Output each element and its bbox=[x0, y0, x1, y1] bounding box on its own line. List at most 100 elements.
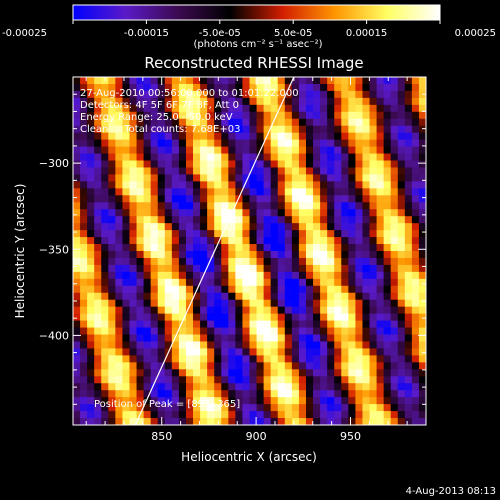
heatmap-cell bbox=[214, 181, 222, 189]
heatmap-cell bbox=[263, 313, 272, 322]
heatmap-cell bbox=[291, 139, 300, 148]
heatmap-cell bbox=[362, 167, 371, 176]
heatmap-cell bbox=[157, 216, 166, 224]
heatmap-cell bbox=[136, 397, 145, 405]
heatmap-cell bbox=[263, 257, 272, 266]
heatmap-cell bbox=[207, 174, 215, 182]
heatmap-cell bbox=[390, 244, 399, 252]
heatmap-cell bbox=[136, 244, 145, 252]
heatmap-cell bbox=[157, 278, 166, 287]
heatmap-cell bbox=[313, 125, 321, 134]
heatmap-cell bbox=[80, 278, 88, 287]
heatmap-cell bbox=[376, 97, 385, 106]
heatmap-cell bbox=[214, 153, 222, 162]
heatmap-cell bbox=[178, 355, 187, 363]
heatmap-cell bbox=[242, 111, 251, 120]
heatmap-cell bbox=[73, 118, 81, 127]
heatmap-cell bbox=[327, 397, 335, 405]
heatmap-cell bbox=[185, 362, 194, 370]
heatmap-cell bbox=[284, 104, 293, 113]
heatmap-cell bbox=[150, 139, 159, 148]
heatmap-cell bbox=[207, 132, 215, 141]
heatmap-cell bbox=[207, 202, 215, 210]
heatmap-cell bbox=[207, 195, 215, 203]
heatmap-cell bbox=[327, 90, 335, 99]
heatmap-cell bbox=[143, 369, 152, 377]
heatmap-cell bbox=[256, 153, 265, 162]
heatmap-cell bbox=[143, 237, 152, 245]
heatmap-cell bbox=[157, 97, 166, 106]
heatmap-cell bbox=[164, 237, 173, 245]
heatmap-cell bbox=[94, 320, 102, 329]
heatmap-cell bbox=[122, 292, 131, 301]
heatmap-cell bbox=[348, 404, 356, 412]
heatmap-cell bbox=[235, 376, 244, 384]
heatmap-cell bbox=[291, 376, 300, 384]
heatmap-cell bbox=[164, 209, 173, 217]
heatmap-cell bbox=[221, 383, 229, 391]
heatmap-cell bbox=[355, 313, 364, 322]
heatmap-cell bbox=[94, 223, 102, 231]
heatmap-cell bbox=[87, 418, 95, 425]
heatmap-cell bbox=[129, 139, 138, 148]
heatmap-cell bbox=[418, 390, 426, 398]
heatmap-cell bbox=[298, 83, 307, 92]
heatmap-cell bbox=[178, 251, 187, 259]
heatmap-cell bbox=[80, 244, 88, 252]
heatmap-cell bbox=[157, 355, 166, 363]
heatmap-cell bbox=[108, 77, 116, 85]
heatmap-cell bbox=[207, 362, 215, 370]
heatmap-cell bbox=[298, 348, 307, 356]
heatmap-cell bbox=[178, 83, 187, 92]
heatmap-cell bbox=[256, 174, 265, 182]
heatmap-cell bbox=[242, 341, 251, 350]
heatmap-cell bbox=[418, 404, 426, 412]
heatmap-cell bbox=[150, 174, 159, 182]
heatmap-cell bbox=[73, 306, 81, 315]
heatmap-cell bbox=[101, 355, 109, 363]
heatmap-cell bbox=[313, 237, 321, 245]
heatmap-cell bbox=[108, 132, 116, 141]
heatmap-cell bbox=[418, 146, 426, 155]
heatmap-cell bbox=[242, 369, 251, 377]
heatmap-cell bbox=[101, 125, 109, 134]
heatmap-cell bbox=[305, 125, 314, 134]
heatmap-cell bbox=[369, 285, 378, 294]
heatmap-cell bbox=[235, 139, 244, 148]
heatmap-cell bbox=[404, 90, 413, 99]
heatmap-cell bbox=[87, 237, 95, 245]
heatmap-cell bbox=[418, 139, 426, 148]
heatmap-cell bbox=[235, 355, 244, 363]
heatmap-cell bbox=[256, 90, 265, 99]
heatmap-cell bbox=[200, 216, 208, 224]
heatmap-cell bbox=[383, 223, 392, 231]
heatmap-cell bbox=[87, 104, 95, 113]
heatmap-cell bbox=[313, 299, 321, 308]
heatmap-cell bbox=[115, 104, 124, 113]
heatmap-cell bbox=[313, 285, 321, 294]
heatmap-cell bbox=[348, 209, 356, 217]
heatmap-cell bbox=[193, 264, 201, 273]
heatmap-cell bbox=[143, 244, 152, 252]
heatmap-cell bbox=[108, 83, 116, 92]
heatmap-cell bbox=[390, 376, 399, 384]
heatmap-cell bbox=[256, 341, 265, 350]
heatmap-cell bbox=[157, 383, 166, 391]
heatmap-cell bbox=[397, 90, 406, 99]
heatmap-cell bbox=[108, 230, 116, 238]
heatmap-cell bbox=[94, 216, 102, 224]
heatmap-cell bbox=[94, 118, 102, 127]
heatmap-cell bbox=[80, 237, 88, 245]
heatmap-cell bbox=[178, 334, 187, 343]
heatmap-cell bbox=[320, 404, 328, 412]
heatmap-cell bbox=[369, 397, 378, 405]
heatmap-cell bbox=[221, 97, 229, 106]
heatmap-cell bbox=[249, 111, 258, 120]
heatmap-cell bbox=[376, 285, 385, 294]
heatmap-cell bbox=[94, 202, 102, 210]
heatmap-cell bbox=[200, 132, 208, 141]
heatmap-cell bbox=[411, 376, 420, 384]
heatmap-cell bbox=[221, 362, 229, 370]
heatmap-cell bbox=[270, 369, 279, 377]
heatmap-cell bbox=[397, 285, 406, 294]
